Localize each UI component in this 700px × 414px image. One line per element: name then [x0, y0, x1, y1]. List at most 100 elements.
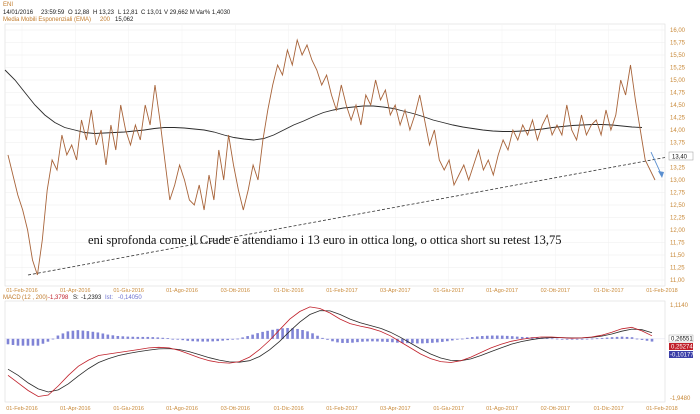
macd-hist-bar — [510, 336, 514, 339]
header-close: C 13,01 — [141, 10, 163, 16]
hist-value-prefix: Ist: — [105, 295, 113, 301]
macd-hist-bar — [176, 338, 180, 340]
macd-hist-bar — [201, 338, 204, 342]
macd-hist-bar — [485, 335, 489, 339]
last-price-box — [668, 151, 694, 161]
macd-x-tick: 01-Feb-2018 — [646, 406, 678, 412]
macd-hist-bar — [291, 328, 294, 339]
macd-x-tick: 03-Ott-2016 — [221, 406, 250, 412]
price-y-tick: 15,50 — [670, 53, 686, 59]
macd-panel: MACD (12 , 200) -1,3798 S: -1,2393 Ist: … — [3, 295, 694, 412]
macd-hist-bar — [460, 338, 464, 340]
price-y-tick: 12,75 — [670, 191, 686, 197]
macd-x-tick: 01-Feb-2016 — [6, 406, 38, 412]
macd-hist-bar — [221, 338, 224, 341]
macd-hist-bar — [81, 330, 85, 339]
price-y-tick: 15,00 — [670, 78, 686, 84]
price-line — [7, 38, 656, 276]
macd-hist-bar — [381, 338, 384, 342]
macd-hist-bar — [306, 331, 309, 339]
macd-hist-bar — [391, 338, 394, 343]
price-x-tick: 01-Ago-2017 — [486, 288, 518, 294]
price-y-tick: 16,00 — [670, 28, 686, 34]
price-y-tick: 15,25 — [670, 66, 686, 72]
price-y-tick: 14,50 — [670, 103, 686, 109]
macd-hist-bar — [431, 338, 434, 343]
macd-hist-bar — [131, 336, 135, 339]
macd-hist-bar — [356, 338, 359, 343]
macd-hist-bar — [600, 337, 604, 339]
macd-hist-bar — [106, 334, 110, 339]
price-x-tick: 01-Dic-2017 — [594, 288, 624, 294]
macd-x-tick: 01-Giu-2017 — [433, 406, 464, 412]
macd-hist-bar — [321, 337, 324, 339]
macd-hist-bar — [311, 333, 314, 339]
price-y-tick: 11,00 — [670, 278, 685, 284]
macd-x-tick: 01-Apr-2016 — [60, 406, 91, 412]
macd-hist-bar — [505, 335, 509, 339]
last-price-label: 13,40 — [672, 155, 688, 161]
macd-hist-bar — [281, 328, 284, 339]
macd-hist-bar — [116, 335, 120, 339]
macd-hist-bar — [151, 337, 155, 339]
macd-hist-bar — [196, 338, 200, 342]
macd-hist-bar — [495, 335, 499, 339]
macd-hist-bar — [480, 336, 484, 339]
header-low: L 12,81 — [118, 10, 138, 16]
symbol-label: ENI — [3, 2, 13, 8]
price-y-tick: 11,50 — [670, 253, 685, 259]
forecast-arrow — [650, 151, 664, 178]
macd-hist-bar — [266, 330, 269, 339]
macd-value: -1,3798 — [48, 295, 69, 301]
header-high: H 13,23 — [93, 10, 115, 16]
macd-x-tick: 03-Apr-2017 — [380, 406, 411, 412]
macd-hist-bar — [475, 336, 479, 339]
macd-hist-bar — [371, 338, 374, 342]
macd-hist-bar — [51, 338, 55, 340]
macd-hist-bar — [401, 338, 404, 343]
macd-hist-bar — [216, 338, 219, 342]
macd-y-tick: -1,9480 — [670, 396, 691, 402]
macd-hist-bar — [186, 338, 190, 341]
macd-hist-bar — [41, 338, 45, 344]
macd-label-mid: 0,25274 — [671, 345, 693, 351]
price-y-tick: 14,25 — [670, 116, 686, 122]
macd-signal-line — [7, 310, 653, 393]
support-trendline — [27, 157, 666, 276]
macd-hist-bar — [366, 338, 369, 342]
macd-hist-bar — [361, 338, 364, 342]
macd-hist-bar — [136, 336, 140, 339]
macd-hist-bar — [346, 338, 349, 343]
hist-value: -0,14050 — [118, 295, 142, 301]
macd-hist-bar — [456, 338, 459, 340]
macd-line — [7, 306, 653, 397]
macd-hist-bar — [16, 338, 20, 346]
macd-hist-bar — [605, 337, 609, 339]
macd-hist-bar — [575, 338, 579, 340]
price-x-tick: 01-Giu-2017 — [433, 288, 464, 294]
price-x-tick: 01-Apr-2016 — [60, 288, 91, 294]
macd-hist-bar — [535, 337, 539, 339]
macd-hist-bar — [500, 335, 504, 339]
macd-hist-bar — [161, 337, 165, 339]
macd-hist-bar — [271, 329, 274, 339]
macd-x-tick: 01-Ago-2016 — [166, 406, 198, 412]
header-open: O 12,88 — [68, 10, 90, 16]
macd-hist-bar — [555, 338, 559, 340]
ema-200-line — [4, 69, 643, 141]
price-x-axis: 01-Feb-2016 01-Apr-2016 01-Giu-2016 01-Ago-… — [6, 288, 678, 294]
macd-hist-bar — [166, 338, 170, 339]
macd-hist-bar — [96, 332, 100, 339]
macd-hist-bar — [11, 338, 15, 345]
macd-hist-bar — [296, 328, 299, 339]
macd-hist-bar — [251, 334, 254, 339]
price-x-tick: 03-Ott-2016 — [221, 288, 250, 294]
macd-header: MACD (12 , 200) -1,3798 S: -1,2393 Ist: … — [3, 295, 142, 301]
ema-header: Media Mobili Esponenziali (EMA) 200 15,0… — [3, 17, 134, 23]
price-y-tick: 14,75 — [670, 91, 686, 97]
macd-hist-bar — [331, 338, 334, 342]
macd-hist-bar — [226, 338, 229, 341]
price-x-tick: 02-Ott-2017 — [541, 288, 570, 294]
macd-x-tick: 01-Dic-2017 — [594, 406, 624, 412]
header-date: 14/01/2016 — [3, 10, 34, 16]
